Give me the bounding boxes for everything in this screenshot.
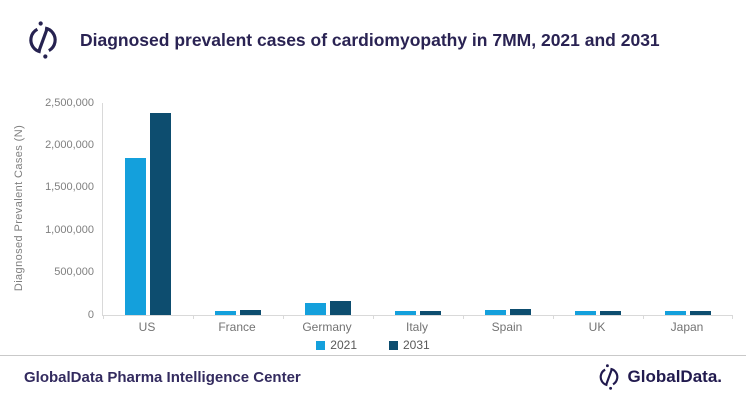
y-tick-label: 1,500,000 [45,181,94,194]
legend-label-2031: 2031 [403,338,430,352]
x-label-italy: Italy [405,320,428,334]
header: Diagnosed prevalent cases of cardiomyopa… [0,0,746,70]
legend-swatch-2031 [389,340,398,350]
y-axis-tick-labels: 0 500,000 1,000,000 1,500,000 2,000,000 2,500… [0,97,94,321]
footer-source-text: GlobalData Pharma Intelligence Center [24,369,301,386]
category-slot-japan [643,103,733,315]
category-slot-italy [373,103,463,315]
bar-chart-plot-area [102,103,733,319]
x-axis-category-labels: US France Germany Italy Spain UK Japan [102,320,732,334]
y-tick-label: 2,500,000 [45,96,94,109]
category-slot-spain [463,103,553,315]
bar-japan-2031 [690,310,711,315]
globaldata-logo-icon [596,364,622,390]
x-axis-tick [553,315,554,319]
x-label-france: France [218,320,256,334]
category-slot-germany [283,103,373,315]
x-label-japan: Japan [670,320,704,334]
category-slot-uk [553,103,643,315]
legend-item-2031: 2031 [389,338,430,352]
bar-japan-2021 [665,310,686,315]
globaldata-logo-icon [24,21,62,64]
bar-france-2021 [215,310,236,315]
bar-germany-2021 [305,302,326,315]
footer-divider [0,355,746,356]
x-axis-tick [463,315,464,319]
legend-item-2021: 2021 [316,338,357,352]
category-slot-us [103,103,193,315]
bar-italy-2021 [395,311,416,315]
x-axis-tick [732,315,733,319]
footer-brand: GlobalData. [596,364,722,390]
page-title: Diagnosed prevalent cases of cardiomyopa… [80,30,660,50]
footer: GlobalData Pharma Intelligence Center Gl… [0,356,746,400]
bar-france-2031 [240,309,261,315]
category-slot-france [193,103,283,315]
x-label-uk: UK [588,320,606,334]
bar-us-2021 [125,158,146,315]
x-label-spain: Spain [491,320,523,334]
y-tick-label: 500,000 [54,266,94,279]
x-axis-tick [103,315,104,319]
y-tick-label: 0 [87,308,94,321]
x-label-us: US [138,320,156,334]
footer-brand-text: GlobalData. [627,367,722,386]
bar-uk-2021 [575,311,596,315]
chart-legend: 2021 2031 [0,338,746,352]
bar-germany-2031 [330,301,351,315]
legend-label-2021: 2021 [330,338,357,352]
bar-us-2031 [150,113,171,315]
x-axis-tick [193,315,194,319]
bar-spain-2031 [510,308,531,315]
bar-italy-2031 [420,310,441,315]
x-axis-tick [643,315,644,319]
x-axis-tick [373,315,374,319]
legend-swatch-2021 [316,340,326,350]
y-tick-label: 1,000,000 [45,223,94,236]
x-label-germany: Germany [302,320,352,334]
y-tick-label: 2,000,000 [45,138,94,151]
bar-spain-2021 [485,310,506,315]
bar-uk-2031 [600,310,621,315]
x-axis-tick [283,315,284,319]
